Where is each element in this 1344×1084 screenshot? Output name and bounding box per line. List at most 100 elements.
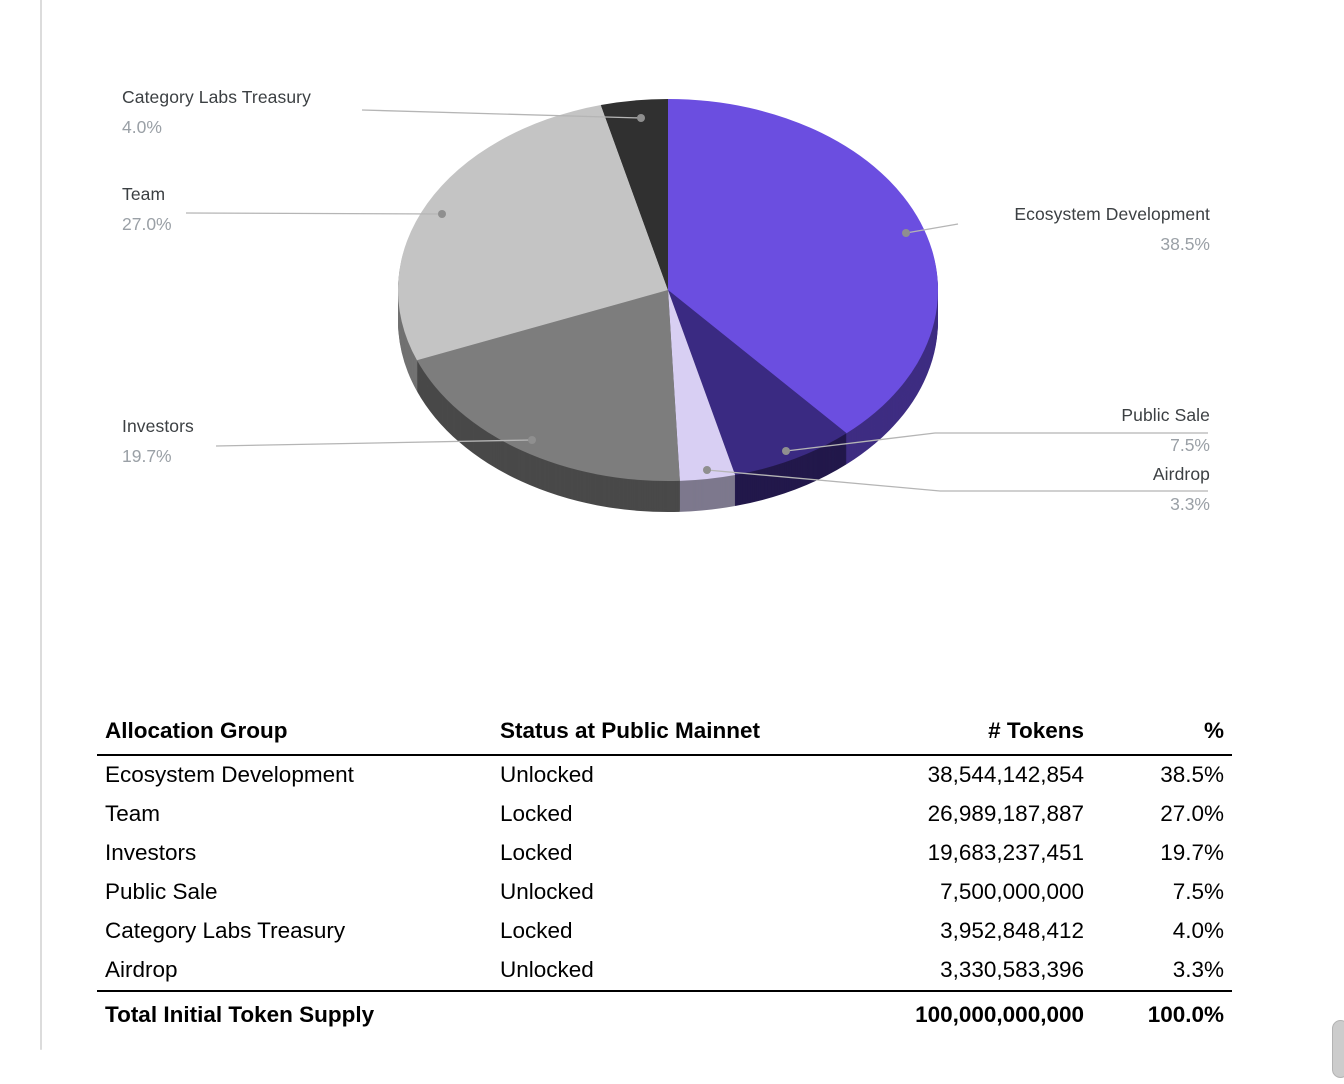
allocation-table-body: Ecosystem Development Unlocked 38,544,142,… [97,755,1232,991]
pie-slice-side [600,118,668,309]
pie-slice-side [600,112,668,303]
pie-slice-side [600,109,668,300]
pie-slice-side [416,304,680,496]
leader-dot-public-sale [782,447,790,455]
pie-slice-side [668,122,938,457]
allocation-table-header-row: Allocation Group Status at Public Mainnet… [97,712,1232,756]
leader-dot-team [438,210,446,218]
pie-slice-side [397,128,668,384]
pie-slice-side [416,307,680,499]
pie-slice-side [668,125,938,460]
pie-slice-side [668,307,847,492]
slice-label: Public Sale [1121,405,1210,425]
pie-slice-side [668,293,736,484]
pie-slice-side [668,297,736,488]
table-cell: Team [105,801,161,826]
pie-slice-side [600,120,668,312]
pie-slice-side [668,305,847,490]
pie-slice-side [600,107,668,298]
slice-percent: 4.0% [122,116,162,137]
pie-slice-side [668,316,847,501]
pie-slice-side [668,307,736,498]
table-row: Investors Locked 19,683,237,451 19.7% [97,834,1232,873]
pie-slice-side [397,129,668,385]
pie-slice-side [668,302,847,487]
slice-label: Airdrop [1152,464,1210,484]
pie-slice-side [416,313,680,505]
pie-slice-side [668,105,938,440]
pie-label-team: Team 27.0% [122,185,172,234]
leader-dot-airdrop [703,466,711,474]
pie-label-ecosystem-development: Ecosystem Development 38.5% [1014,204,1210,254]
pie-slice-side [668,317,847,502]
leader-line-ecosystem-development [905,223,959,234]
scrollbar-thumb[interactable] [1332,1020,1344,1078]
pie-slice-side [397,122,668,378]
pie-slice-side [668,123,938,458]
pie-slice-side [668,321,847,506]
pie-slice-side [397,112,668,368]
pie-slice-side [416,315,680,507]
slice-percent: 38.5% [1160,233,1210,254]
pie-slice [668,290,736,481]
pie-slice-side [668,319,736,510]
table-cell: 4.0% [1172,918,1224,943]
leader-line-category-labs-treasury [361,109,642,119]
page-edge-divider [40,0,42,1050]
pie-slice-side [397,114,668,370]
pie-label-public-sale: Public Sale 7.5% [1121,405,1210,454]
pie-slice-side [397,121,668,377]
pie-slice-side [600,129,668,320]
allocation-table-grid: Allocation Group Status at Public Mainnet… [97,712,1232,1035]
pie-slice-side [416,298,680,490]
pie-slice-side [668,305,736,496]
pie-slice-side [668,300,736,491]
table-cell: Unlocked [500,957,594,982]
column-header: % [1092,712,1232,756]
pie-slice-side [397,116,668,372]
pie-slice-side [668,113,938,448]
pie-slice-side [668,315,847,500]
pie-slice-side [600,105,668,297]
pie-slice-side [668,127,938,462]
slice-percent: 27.0% [122,213,172,234]
pie-slice-side [668,103,938,438]
table-cell: 19,683,237,451 [927,840,1084,865]
table-cell: Ecosystem Development [105,762,354,787]
pie-slice-side [668,124,938,459]
pie-slice-side [397,115,668,371]
pie-slice-side [416,294,680,486]
leader-dot-ecosystem-development [902,229,910,237]
pie-slice-side [397,120,668,376]
pie-slice-side [668,320,847,505]
pie-slice-side [416,311,680,503]
pie-slice-side [416,314,680,506]
pie-slice-side [668,308,847,493]
pie-slice-side [397,118,668,374]
pie-slice-side [668,312,847,497]
table-cell: 7.5% [1172,879,1224,904]
pie-slice-side [416,308,680,500]
pie-slice [397,105,668,361]
pie-slice [600,99,668,290]
pie-slice-side [416,306,680,498]
pie-label-airdrop: Airdrop 3.3% [1152,464,1210,513]
pie-slice-side [668,306,736,497]
slice-label: Ecosystem Development [1014,204,1210,224]
pie-slice-side [416,305,680,497]
pie-slice-side [600,108,668,299]
pie-slice-side [668,109,938,444]
pie-slice-side [668,120,938,455]
pie-slice-side [668,297,847,482]
pie-slice-side [668,294,847,479]
pie-slice-side [600,111,668,302]
pie-slice-side [416,302,680,494]
table-cell: Unlocked [500,762,594,787]
pie-slice-side [600,115,668,307]
pie-slice-side [668,119,938,454]
pie-slice-side [416,303,680,495]
pie-slice-side [668,292,847,477]
pie-slice-side [416,319,680,511]
pie-slice-side [668,291,847,476]
pie-slice-side [668,295,736,486]
